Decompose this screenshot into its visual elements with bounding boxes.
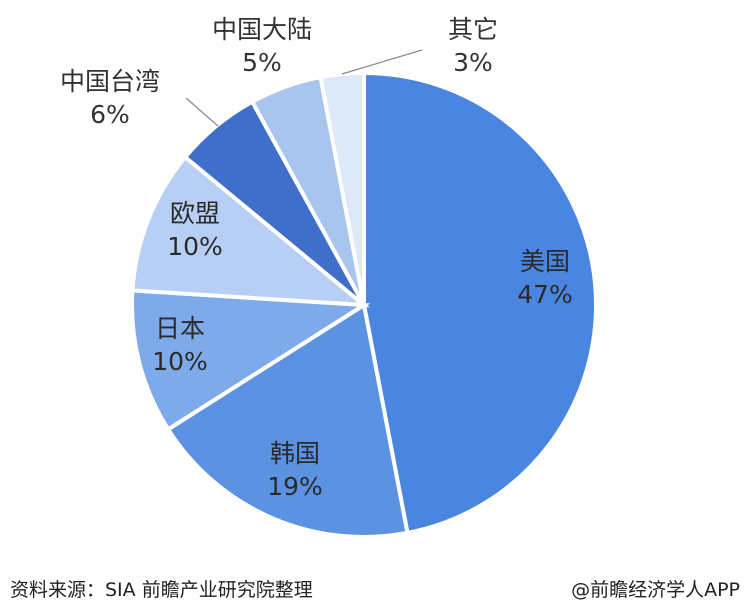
slice-label: 美国 — [520, 247, 570, 276]
pie-slice — [130, 154, 371, 308]
slice-labels: 美国 47% 韩国 19% 日本 10% 欧盟 10% 中国台湾 6% 中国大陆 5% 其它 3% — [60, 15, 573, 501]
slice-percent-label: 19% — [267, 472, 323, 501]
slice-percent-label: 47% — [517, 280, 573, 309]
slice-label: 韩国 — [270, 439, 320, 468]
pie-chart: 美国 47% 韩国 19% 日本 10% 欧盟 10% 中国台湾 6% 中国大陆 5% 其它 3% — [60, 15, 598, 539]
footer: 资料来源：SIA 前瞻产业研究院整理 @前瞻经济学人APP — [0, 570, 750, 606]
leader-lines — [185, 49, 423, 127]
leader-line — [341, 49, 423, 75]
slice-label: 其它 — [448, 15, 498, 44]
slice-percent-label: 10% — [167, 232, 223, 261]
pie-slices — [130, 70, 598, 539]
slice-label: 中国台湾 — [60, 67, 160, 96]
slice-percent-label: 3% — [453, 48, 493, 77]
pie-slice — [362, 70, 598, 536]
leader-line — [185, 97, 219, 127]
slice-label: 中国大陆 — [212, 15, 312, 44]
slice-percent-label: 10% — [152, 347, 208, 376]
slice-label: 日本 — [155, 314, 205, 343]
pie-slice — [165, 301, 410, 539]
credit-note: @前瞻经济学人APP — [571, 578, 740, 601]
slice-label: 欧盟 — [170, 199, 220, 228]
slice-percent-label: 5% — [242, 48, 282, 77]
source-note: 资料来源：SIA 前瞻产业研究院整理 — [10, 578, 313, 601]
slice-percent-label: 6% — [90, 100, 130, 129]
pie-slice — [130, 288, 371, 433]
